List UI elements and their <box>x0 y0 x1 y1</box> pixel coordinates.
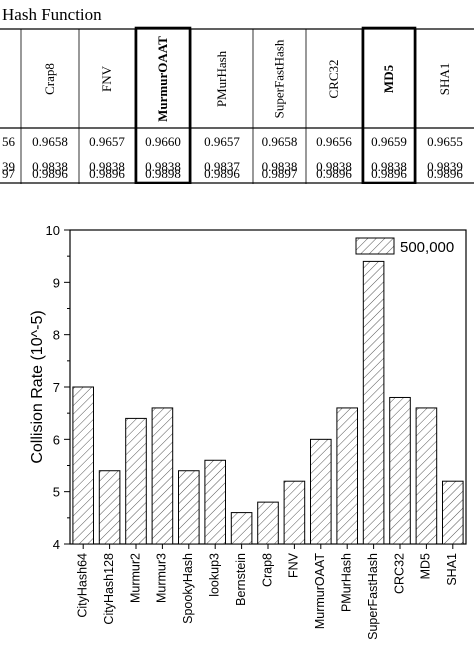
table-cell: 0.9839 <box>427 159 463 174</box>
table-cell: 0.9837 <box>204 159 240 174</box>
bar <box>257 501 279 545</box>
column-header-label: SHA1 <box>437 63 452 96</box>
table-cell: 0.9896 <box>371 166 407 181</box>
table-cell: 56 <box>2 134 16 149</box>
table-cell: 0.9655 <box>427 134 463 149</box>
highlighted-column-frame <box>361 26 417 185</box>
table-title: Hash Function <box>2 5 102 24</box>
bar <box>310 438 332 545</box>
x-tick-label: Murmur3 <box>155 553 169 603</box>
collision-rate-chart-graphic: 4 5 6 7 8 9 10 Collision Rate (10^-5) CityHash64… <box>29 223 467 640</box>
y-tick-label: 9 <box>53 275 60 290</box>
x-tick-label: CRC32 <box>392 553 406 594</box>
table-cell: 0.9898 <box>145 166 181 181</box>
y-tick-label: 10 <box>46 223 60 238</box>
bar <box>178 470 200 545</box>
table-cell: 0.9660 <box>145 134 181 149</box>
bar <box>151 407 174 545</box>
table-cell: 0.9896 <box>427 166 463 181</box>
y-axis-label: Collision Rate (10^-5) <box>29 310 46 463</box>
table-cell: 0.9896 <box>32 166 68 181</box>
column-header-label: CRC32 <box>326 59 341 98</box>
y-tick-label: 6 <box>53 432 60 447</box>
bar <box>283 480 306 545</box>
table-cell: 0.9656 <box>316 134 352 149</box>
x-tick-label: SHA1 <box>445 553 459 586</box>
column-header-label: PMurHash <box>214 50 229 107</box>
table-cell: 97 <box>2 166 16 181</box>
bar <box>98 470 121 545</box>
table-cell: 0.9896 <box>89 166 125 181</box>
x-tick-label: PMurHash <box>339 553 353 612</box>
table-cell: 0.9838 <box>145 159 181 174</box>
table-cell: 0.9658 <box>262 134 298 149</box>
column-header-label: MD5 <box>381 64 396 93</box>
x-tick-label: lookup3 <box>207 553 221 597</box>
column-header-label: SuperFastHash <box>271 39 286 118</box>
results-table: Hash Function Crap8 FNV MurmurOAAT PMurHash S… <box>0 0 474 185</box>
x-tick-label: SuperFastHash <box>366 553 380 640</box>
bar <box>125 417 147 545</box>
bar <box>72 386 94 545</box>
x-tick-label: MurmurOAAT <box>313 553 327 630</box>
collision-rate-chart: 4 5 6 7 8 9 10 Collision Rate (10^-5) CityHash64… <box>0 190 474 647</box>
column-header-label: FNV <box>99 65 114 92</box>
x-tick-label: Crap8 <box>260 553 274 587</box>
table-cell: 0.9657 <box>89 134 125 149</box>
x-tick-label: SpookyHash <box>181 553 195 624</box>
legend-swatch <box>355 237 395 255</box>
column-header-label: MurmurOAAT <box>155 36 170 122</box>
x-tick-label: Bernstein <box>234 553 248 606</box>
y-tick-label: 7 <box>53 380 60 395</box>
table-cell: 0.9658 <box>32 134 68 149</box>
bar <box>362 260 385 545</box>
y-tick-label: 8 <box>53 328 60 343</box>
results-table-graphic: Hash Function Crap8 FNV MurmurOAAT PMurHash S… <box>0 5 474 185</box>
table-cell: 0.9838 <box>316 159 352 174</box>
bar <box>336 407 358 545</box>
legend-label: 500,000 <box>400 239 454 256</box>
table-cell: 0.9896 <box>204 166 240 181</box>
table-cell: 0.9896 <box>316 166 352 181</box>
table-cell: 39 <box>2 159 15 174</box>
bar <box>389 396 411 545</box>
bar <box>415 407 438 545</box>
bar <box>230 512 253 545</box>
table-cell: 0.9897 <box>262 166 298 181</box>
table-cell: 0.9659 <box>371 134 407 149</box>
x-tick-label: Murmur2 <box>128 553 142 603</box>
column-header-label: Crap8 <box>42 63 57 95</box>
y-tick-label: 5 <box>53 485 60 500</box>
x-tick-label: MD5 <box>419 553 433 579</box>
bar <box>442 480 464 545</box>
table-cell: 0.9838 <box>371 159 407 174</box>
highlighted-column-frame <box>134 26 192 185</box>
x-tick-label: CityHash64 <box>75 553 89 618</box>
table-cell: 0.9838 <box>262 159 298 174</box>
table-cell: 0.9838 <box>32 159 68 174</box>
x-tick-label: CityHash128 <box>102 553 116 625</box>
y-tick-label: 4 <box>53 537 60 552</box>
x-tick-label: FNV <box>287 552 301 578</box>
bar <box>204 459 226 545</box>
table-cell: 0.9657 <box>204 134 240 149</box>
table-cell: 0.9838 <box>89 159 125 174</box>
